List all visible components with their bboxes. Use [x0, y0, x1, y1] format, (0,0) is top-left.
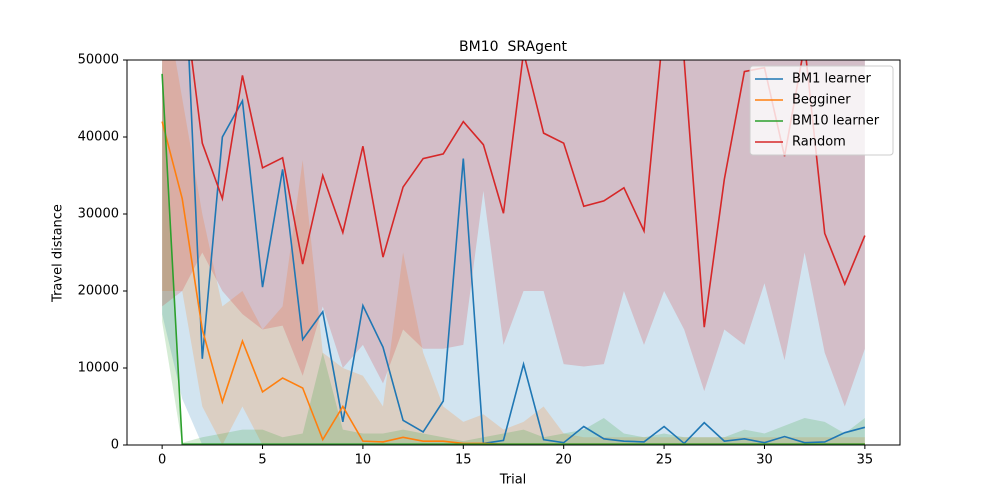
y-tick-label: 20000	[78, 284, 119, 299]
x-tick-label: 35	[857, 453, 874, 468]
y-tick-label: 10000	[78, 361, 119, 376]
error-band	[162, 60, 865, 445]
y-tick-label: 50000	[78, 53, 119, 68]
legend: BM1 learner Begginer BM10 learner Random	[749, 65, 894, 156]
line	[188, 60, 866, 445]
x-tick-label: 30	[756, 453, 773, 468]
legend-label: Begginer	[792, 93, 851, 108]
y-tick-label: 30000	[78, 207, 119, 222]
legend-label: BM10 learner	[792, 114, 880, 129]
y-axis-label: Travel distance	[51, 204, 66, 303]
y-tick-label: 40000	[78, 130, 119, 145]
x-tick-label: 0	[158, 453, 166, 468]
x-axis-label: Trial	[499, 473, 527, 488]
line	[161, 73, 865, 445]
legend-box	[749, 65, 894, 156]
y-tick-label: 0	[111, 438, 119, 453]
x-tick-label: 20	[555, 453, 572, 468]
legend-label: BM1 learner	[792, 72, 871, 87]
chart-title: BM10 SRAgent	[459, 39, 567, 55]
plot-area	[161, 60, 866, 445]
x-tick-label: 25	[656, 453, 673, 468]
legend-label: Random	[792, 135, 846, 150]
axes-frame	[126, 59, 901, 446]
x-tick-label: 10	[355, 453, 372, 468]
error-band	[162, 60, 865, 407]
x-tick-label: 15	[455, 453, 472, 468]
error-band	[162, 60, 865, 445]
x-tick-label: 5	[258, 453, 266, 468]
line	[191, 60, 866, 328]
